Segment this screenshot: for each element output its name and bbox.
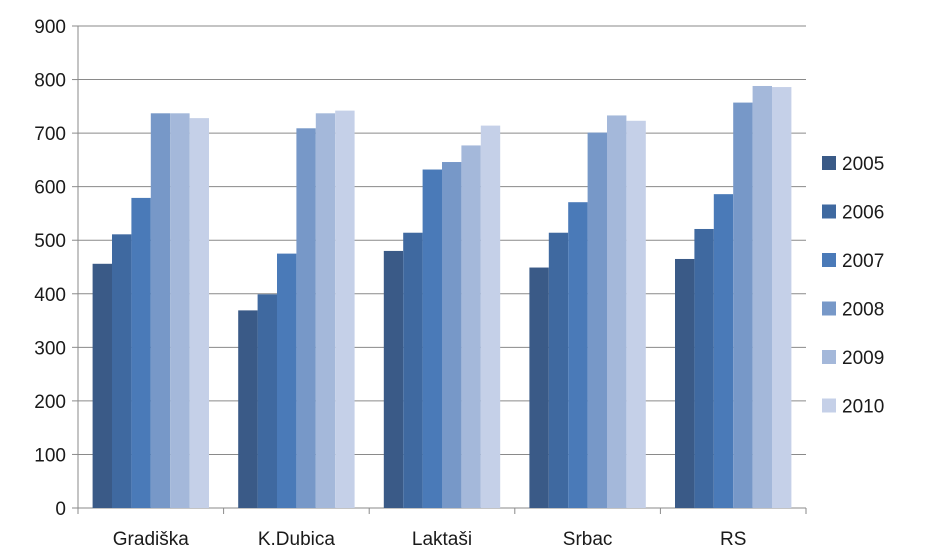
bar-2006-Laktaši — [403, 232, 423, 508]
bar-2010-K.Dubica — [335, 110, 355, 509]
legend-swatch-2005 — [822, 156, 836, 170]
legend: 2005 2006 2007 2008 2009 2010 — [822, 154, 884, 418]
legend-swatch-2007 — [822, 253, 836, 267]
legend-label: 2010 — [842, 397, 884, 418]
y-axis-tick-labels: 0 100 200 300 400 500 600 700 800 900 — [34, 17, 66, 520]
bar-2007-Gradiška — [131, 197, 151, 508]
y-tick-label: 900 — [34, 17, 66, 38]
bar-2008-K.Dubica — [296, 128, 316, 509]
bar-2008-RS — [733, 102, 753, 508]
bar-2009-RS — [752, 85, 772, 508]
legend-swatch-2008 — [822, 301, 836, 316]
legend-label: 2008 — [842, 300, 884, 321]
bar-2010-Srbac — [626, 120, 646, 508]
x-category-label: Gradiška — [113, 529, 189, 550]
bar-2005-Srbac — [529, 267, 549, 508]
y-tick-label: 800 — [34, 71, 66, 92]
bar-2008-Gradiška — [150, 113, 171, 509]
bar-2005-K.Dubica — [238, 310, 258, 508]
y-tick-label: 700 — [34, 124, 66, 145]
x-category-label: Laktaši — [412, 529, 472, 550]
y-tick-label: 200 — [34, 392, 66, 413]
x-category-label: K.Dubica — [258, 529, 336, 550]
bar-2006-Gradiška — [112, 234, 132, 508]
x-category-label: RS — [720, 529, 746, 550]
x-category-label: Srbac — [563, 529, 613, 550]
bar-2009-Gradiška — [170, 113, 190, 509]
bar-2009-K.Dubica — [315, 113, 336, 509]
y-tick-label: 500 — [34, 231, 66, 252]
bar-2007-RS — [713, 194, 734, 508]
legend-swatch-2010 — [822, 398, 836, 413]
bar-2005-RS — [675, 258, 695, 508]
bar-2006-RS — [694, 228, 714, 509]
bar-2006-K.Dubica — [257, 294, 277, 508]
bar-2007-Srbac — [568, 202, 588, 508]
bar-2007-Laktaši — [422, 169, 442, 508]
bar-2006-Srbac — [548, 232, 569, 508]
bar-2008-Srbac — [587, 132, 607, 508]
bar-2007-K.Dubica — [277, 253, 297, 508]
y-tick-label: 300 — [34, 338, 66, 359]
bar-2010-Laktaši — [480, 125, 501, 509]
legend-label: 2009 — [842, 348, 884, 369]
y-tick-label: 600 — [34, 178, 66, 199]
y-tick-label: 400 — [34, 285, 66, 306]
legend-label: 2007 — [842, 251, 884, 272]
bar-2010-Gradiška — [189, 118, 209, 509]
bar-2005-Gradiška — [92, 263, 112, 508]
legend-label: 2005 — [842, 154, 884, 175]
x-axis-category-labels: Gradiška K.Dubica Laktaši Srbac RS — [113, 529, 747, 550]
bars — [92, 85, 792, 509]
legend-swatch-2006 — [822, 204, 836, 219]
bar-2008-Laktaši — [442, 162, 462, 508]
bar-2009-Srbac — [607, 115, 627, 508]
y-tick-label: 100 — [34, 445, 66, 466]
bar-2010-RS — [772, 87, 792, 509]
bar-2005-Laktaši — [383, 250, 404, 508]
legend-label: 2006 — [842, 203, 884, 224]
y-tick-label: 0 — [55, 499, 66, 520]
legend-swatch-2009 — [822, 350, 836, 364]
bar-2009-Laktaši — [461, 145, 481, 508]
